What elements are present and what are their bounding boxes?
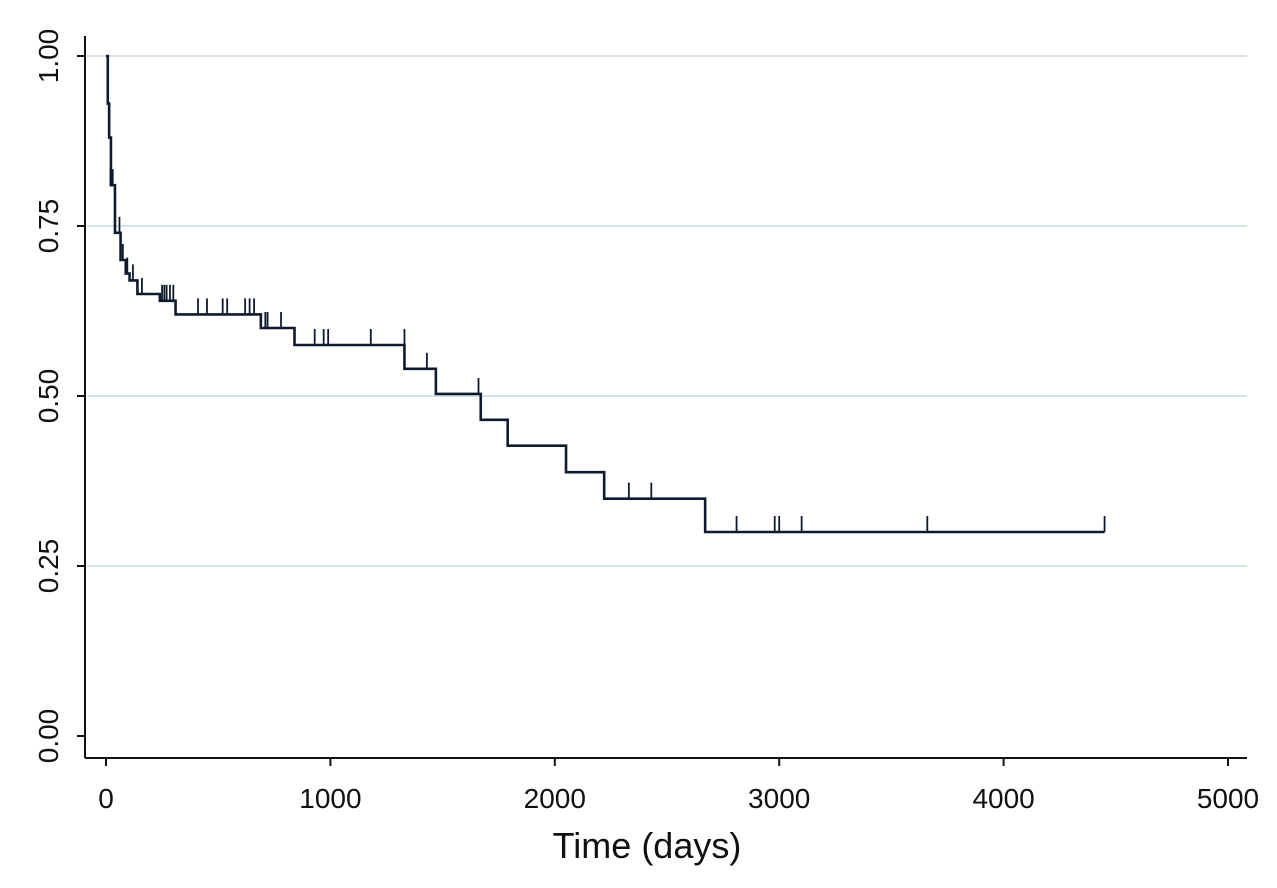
gridlines: [87, 55, 1247, 567]
y-tick-label: 0.00: [33, 709, 64, 764]
y-tick-label: 0.75: [33, 199, 64, 254]
y-tick-label: 0.50: [33, 369, 64, 424]
censor-marks: [109, 169, 1106, 532]
y-tick-label: 0.25: [33, 539, 64, 594]
x-tick-label: 2000: [524, 783, 586, 814]
x-axis-title: Time (days): [553, 825, 742, 866]
y-ticks: 0.00 0.25 0.50 0.75 1.00: [33, 29, 85, 764]
x-tick-label: 0: [98, 783, 114, 814]
survival-step-line: [106, 54, 1105, 534]
x-ticks: 0 1000 2000 3000 4000 5000: [98, 758, 1259, 814]
y-tick-label: 1.00: [33, 29, 64, 84]
x-tick-label: 3000: [748, 783, 810, 814]
x-tick-label: 4000: [972, 783, 1034, 814]
series: [106, 54, 1105, 534]
x-tick-label: 1000: [299, 783, 361, 814]
x-tick-label: 5000: [1197, 783, 1259, 814]
